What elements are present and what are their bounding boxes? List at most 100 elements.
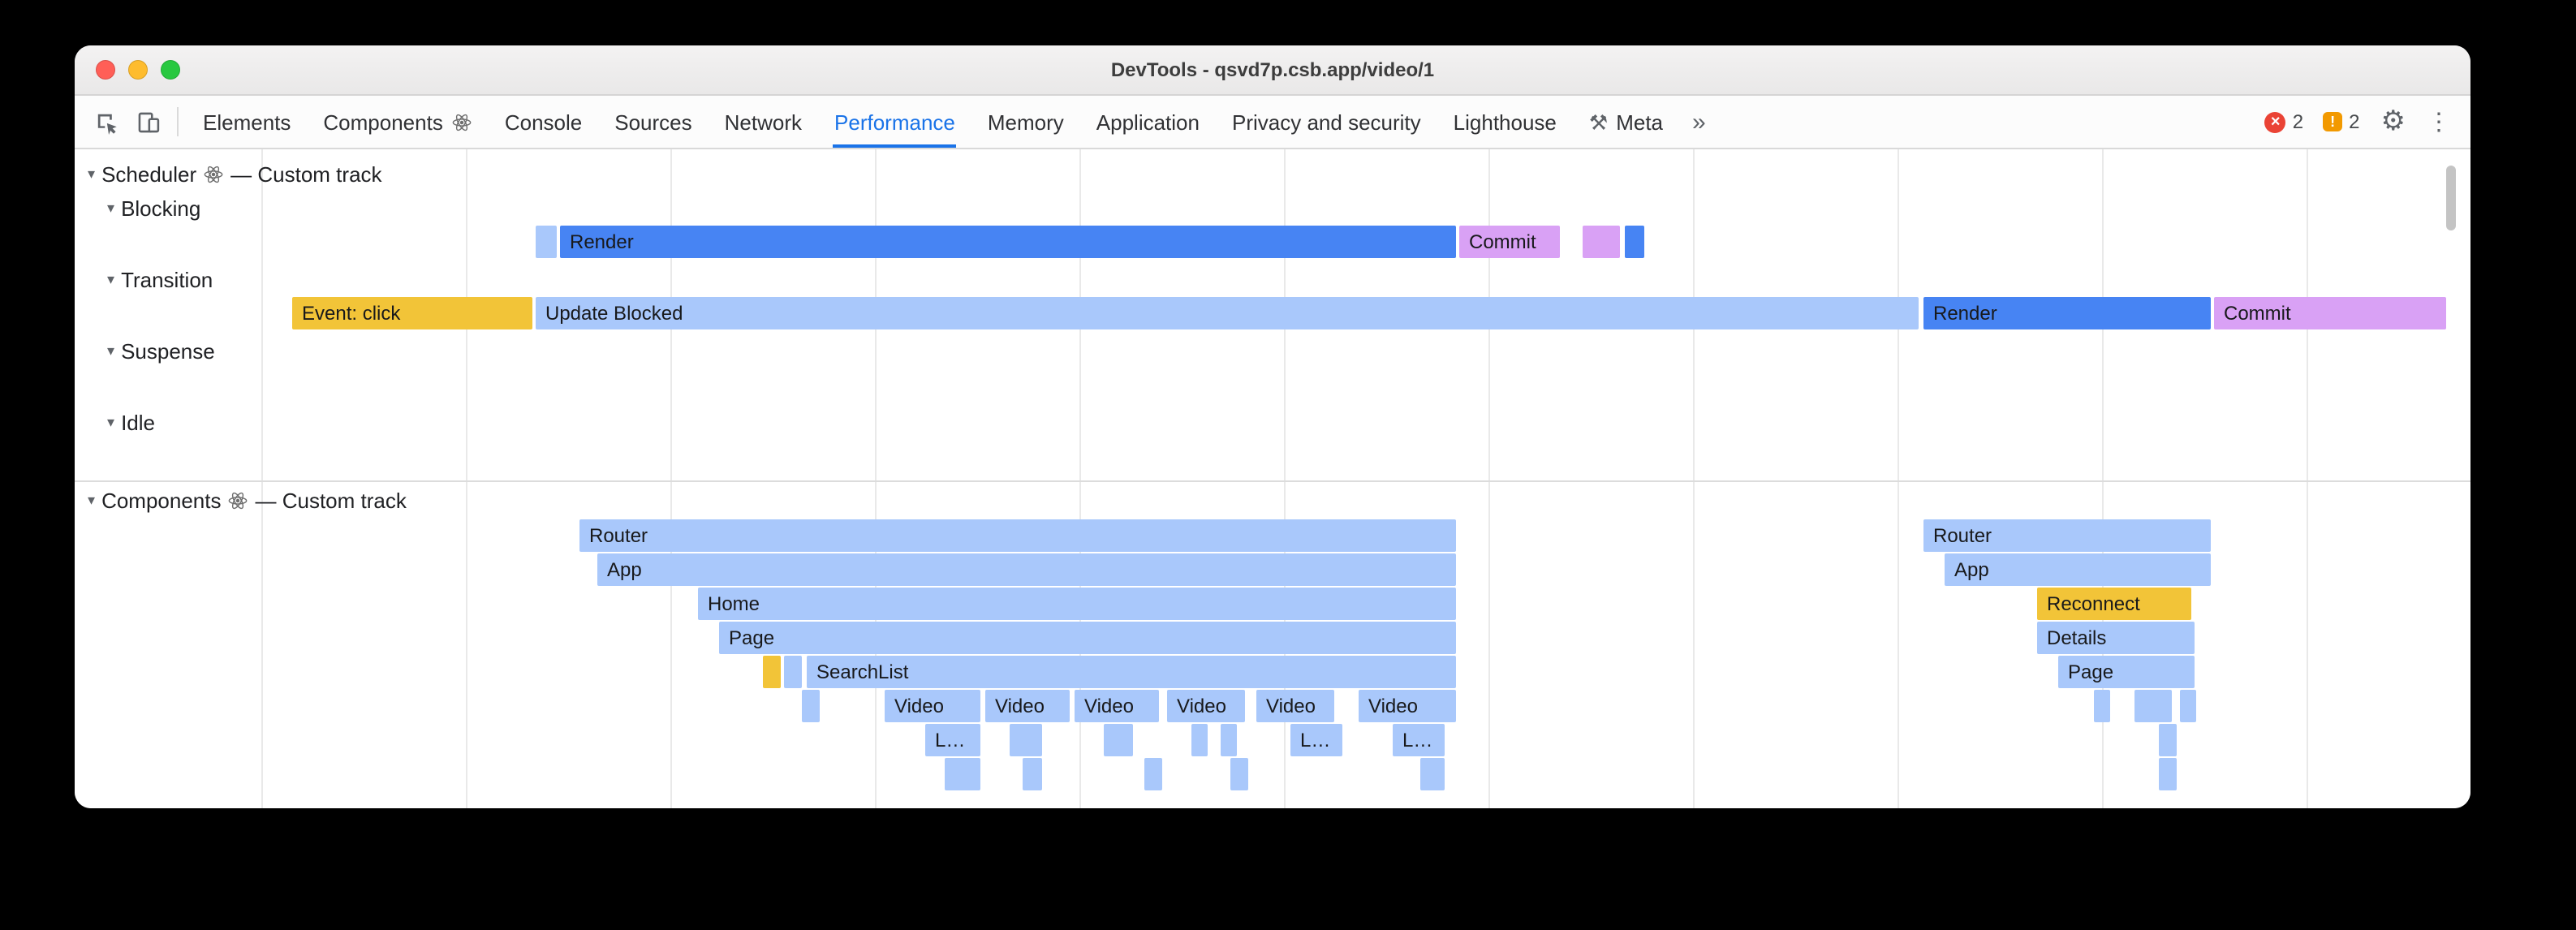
flame-bar-l[interactable]: L… bbox=[1290, 724, 1342, 756]
tab-lighthouse[interactable]: Lighthouse bbox=[1437, 96, 1573, 148]
flame-bar[interactable] bbox=[2134, 690, 2172, 722]
flame-bar-video[interactable]: Video bbox=[1075, 690, 1159, 722]
react-icon bbox=[451, 111, 472, 132]
track-row-label-blocking[interactable]: ▾ Blocking bbox=[107, 196, 200, 221]
error-count-badge[interactable]: × 2 bbox=[2255, 110, 2313, 133]
track-title: Scheduler bbox=[101, 162, 197, 187]
flame-bar-details[interactable]: Details bbox=[2037, 622, 2195, 654]
flame-bar-video[interactable]: Video bbox=[1359, 690, 1456, 722]
track-header-components[interactable]: ▾ Components — Custom track bbox=[88, 489, 407, 513]
tab-elements[interactable]: Elements bbox=[187, 96, 307, 148]
flame-bar-commit[interactable]: Commit bbox=[1459, 226, 1560, 258]
flame-bar[interactable] bbox=[1420, 758, 1445, 790]
flame-bar[interactable] bbox=[1144, 758, 1162, 790]
tab-application[interactable]: Application bbox=[1080, 96, 1216, 148]
flame-bar-l[interactable]: L… bbox=[925, 724, 980, 756]
disclosure-triangle-icon[interactable]: ▾ bbox=[107, 200, 115, 216]
close-window-button[interactable] bbox=[96, 60, 115, 80]
flame-bar[interactable] bbox=[945, 758, 980, 790]
flame-bar-page[interactable]: Page bbox=[719, 622, 1456, 654]
vertical-scrollbar-thumb[interactable] bbox=[2446, 166, 2456, 230]
flame-bar-app[interactable]: App bbox=[597, 553, 1456, 586]
flame-bar[interactable] bbox=[536, 226, 557, 258]
grid-line bbox=[1488, 149, 1490, 808]
flame-bar[interactable] bbox=[2180, 690, 2196, 722]
flame-bar[interactable] bbox=[1230, 758, 1248, 790]
flame-bar-l[interactable]: L… bbox=[1393, 724, 1445, 756]
disclosure-triangle-icon[interactable]: ▾ bbox=[107, 271, 115, 287]
tab-privacy-and-security[interactable]: Privacy and security bbox=[1216, 96, 1437, 148]
issues-count-badge[interactable]: ! 2 bbox=[2313, 110, 2369, 133]
track-suffix: — Custom track bbox=[255, 489, 407, 513]
disclosure-triangle-icon[interactable]: ▾ bbox=[107, 414, 115, 430]
grid-line bbox=[875, 149, 877, 808]
flame-bar[interactable] bbox=[1010, 724, 1042, 756]
flame-bar-video[interactable]: Video bbox=[985, 690, 1070, 722]
flame-bar-page[interactable]: Page bbox=[2058, 656, 2195, 688]
track-row-label-transition[interactable]: ▾ Transition bbox=[107, 268, 213, 292]
grid-line bbox=[1898, 149, 1899, 808]
grid-line bbox=[2307, 149, 2308, 808]
flame-bar-video[interactable]: Video bbox=[1167, 690, 1245, 722]
react-icon bbox=[228, 490, 249, 511]
flame-bar-home[interactable]: Home bbox=[698, 588, 1456, 620]
flame-bar[interactable] bbox=[784, 656, 802, 688]
flame-bar-app[interactable]: App bbox=[1945, 553, 2211, 586]
flame-bar-video[interactable]: Video bbox=[885, 690, 980, 722]
tab-network[interactable]: Network bbox=[709, 96, 818, 148]
inspect-element-icon[interactable] bbox=[84, 101, 127, 143]
track-row-label-suspense[interactable]: ▾ Suspense bbox=[107, 339, 215, 364]
more-tabs-icon[interactable]: » bbox=[1692, 108, 1706, 136]
flame-bar[interactable] bbox=[1023, 758, 1042, 790]
react-icon bbox=[203, 164, 224, 185]
flame-bar[interactable] bbox=[2094, 690, 2110, 722]
settings-gear-icon[interactable]: ⚙ bbox=[2380, 105, 2406, 136]
grid-line bbox=[1079, 149, 1081, 808]
disclosure-triangle-icon[interactable]: ▾ bbox=[107, 342, 115, 359]
issues-icon: ! bbox=[2323, 112, 2343, 131]
flame-bar[interactable] bbox=[2159, 758, 2177, 790]
tab-label: Sources bbox=[614, 110, 692, 134]
tab-performance[interactable]: Performance bbox=[818, 96, 971, 148]
flame-bar[interactable] bbox=[802, 690, 820, 722]
kebab-menu-icon[interactable]: ⋮ bbox=[2427, 109, 2451, 136]
grid-line bbox=[466, 149, 467, 808]
flame-bar-render[interactable]: Render bbox=[560, 226, 1456, 258]
flame-bar-event-click[interactable]: Event: click bbox=[292, 297, 532, 329]
error-count: 2 bbox=[2292, 110, 2304, 133]
flame-bar-router[interactable]: Router bbox=[1923, 519, 2211, 552]
grid-line bbox=[670, 149, 672, 808]
flame-bar-router[interactable]: Router bbox=[579, 519, 1456, 552]
tab-meta[interactable]: ⚒ Meta bbox=[1573, 96, 1679, 148]
tab-components[interactable]: Components bbox=[307, 96, 488, 148]
device-toolbar-icon[interactable] bbox=[127, 101, 169, 143]
flame-bar-update-blocked[interactable]: Update Blocked bbox=[536, 297, 1919, 329]
tab-console[interactable]: Console bbox=[489, 96, 598, 148]
zoom-window-button[interactable] bbox=[161, 60, 180, 80]
issue-count: 2 bbox=[2349, 110, 2360, 133]
track-separator bbox=[75, 480, 2470, 482]
grid-line bbox=[1693, 149, 1695, 808]
tab-sources[interactable]: Sources bbox=[598, 96, 708, 148]
tab-memory[interactable]: Memory bbox=[971, 96, 1080, 148]
flame-bar[interactable] bbox=[1191, 724, 1208, 756]
track-header-scheduler[interactable]: ▾ Scheduler — Custom track bbox=[88, 162, 382, 187]
tab-label: Memory bbox=[987, 110, 1064, 134]
flame-bar-searchlist[interactable]: SearchList bbox=[807, 656, 1456, 688]
flame-bar[interactable] bbox=[2159, 724, 2177, 756]
minimize-window-button[interactable] bbox=[128, 60, 148, 80]
flame-bar-video[interactable]: Video bbox=[1256, 690, 1334, 722]
flame-bar-commit[interactable]: Commit bbox=[2214, 297, 2446, 329]
disclosure-triangle-icon[interactable]: ▾ bbox=[88, 492, 96, 508]
disclosure-triangle-icon[interactable]: ▾ bbox=[88, 166, 96, 182]
flame-bar[interactable] bbox=[1221, 724, 1237, 756]
flame-bar-reconnect[interactable]: Reconnect bbox=[2037, 588, 2191, 620]
flame-bar[interactable] bbox=[1104, 724, 1133, 756]
flame-bar[interactable] bbox=[1583, 226, 1620, 258]
tab-label: Network bbox=[724, 110, 803, 134]
row-label-text: Suspense bbox=[121, 339, 215, 364]
flame-bar-render[interactable]: Render bbox=[1923, 297, 2211, 329]
flame-bar[interactable] bbox=[1625, 226, 1644, 258]
flame-bar[interactable] bbox=[763, 656, 781, 688]
track-row-label-idle[interactable]: ▾ Idle bbox=[107, 411, 155, 435]
